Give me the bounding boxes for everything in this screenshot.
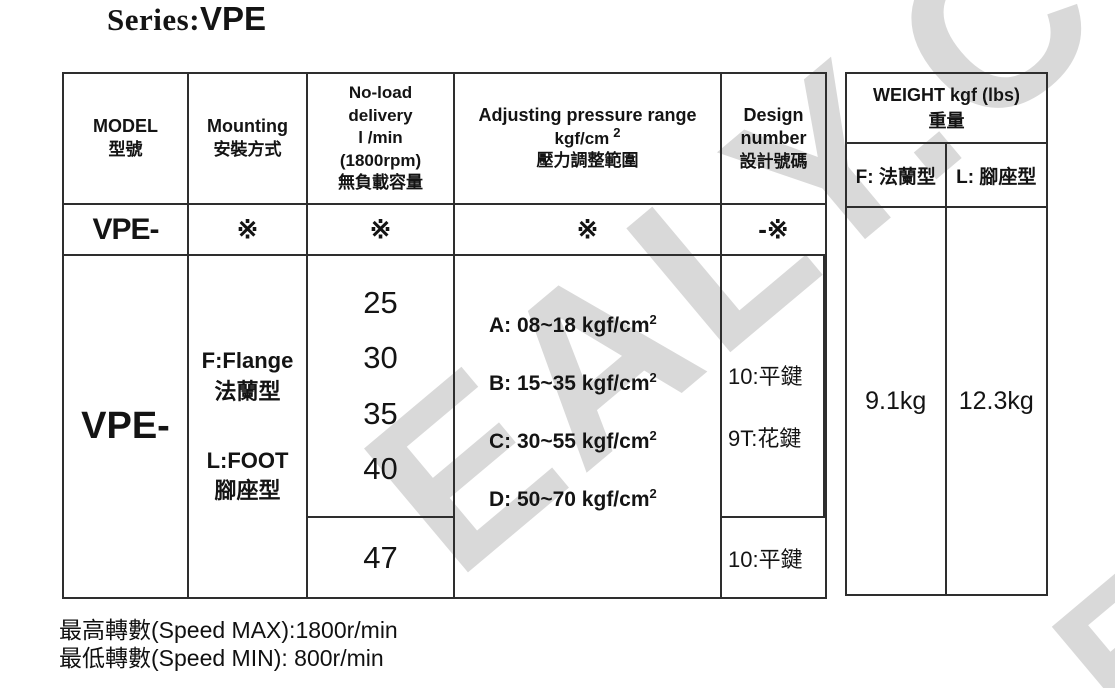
mounting-header-en: Mounting [207,116,288,137]
pressure-header-unit-base: kgf/cm [554,128,610,148]
weight-header-cell: WEIGHT kgf (lbs) 重量 [847,74,1046,144]
mounting-foot-en: L:FOOT [206,447,289,473]
pressure-range-d-sup: 2 [649,485,657,501]
delivery-value-25: 25 [363,285,398,321]
speed-min-note: 最低轉數(Speed MIN): 800r/min [59,645,384,671]
delivery-values-cell: 25 30 35 40 [308,256,455,518]
pressure-range-d-text: D: 50~70 kgf/cm [489,487,650,511]
design-header-line3: 設計號碼 [739,152,808,172]
code-delivery-cell: ※ [308,205,455,256]
pressure-ranges-cell: A: 08~18 kgf/cm2 B: 15~35 kgf/cm2 C: 30~… [455,256,722,597]
speed-max-note: 最高轉數(Speed MAX):1800r/min [59,617,398,643]
design-extra-cell: 10:平鍵 [728,546,803,572]
spec-table: MODEL 型號 Mounting 安裝方式 No-load delivery … [62,72,827,599]
mounting-foot-option: L:FOOT 腳座型 [207,446,289,508]
weight-flange-label-cell: F: 法蘭型 [847,144,947,208]
weight-foot-value-cell: 12.3kg [958,386,1034,415]
mounting-header-zh: 安裝方式 [213,140,282,160]
delivery-value-30: 30 [363,340,398,376]
series-label: Series: [107,2,201,37]
pressure-range-b-text: B: 15~35 kgf/cm [489,371,650,395]
code-mounting-cell: ※ [189,205,308,256]
code-pressure-cell: ※ [455,205,722,256]
speed-notes: 最高轉數(Speed MAX):1800r/min 最低轉數(Speed MIN… [59,616,398,672]
model-header-cell: MODEL 型號 [64,74,189,205]
design-value-spline: 9T:花鍵 [728,426,802,451]
mounting-flange-en: F:Flange [201,347,294,373]
weight-flange-value-cell: 9.1kg [847,208,947,594]
design-header-cell: Design number 設計號碼 [722,74,825,205]
pressure-range-b: B: 15~35 kgf/cm2 [489,369,657,396]
delivery-header-line4: (1800rpm) [339,150,422,170]
page-title: Series:VPE [107,0,266,38]
weight-header-en: WEIGHT kgf (lbs) [873,84,1020,105]
delivery-header-line2: delivery [348,105,413,125]
delivery-header-line5: 無負載容量 [338,173,423,193]
weight-header-zh: 重量 [928,111,965,131]
model-value-cell: VPE- [64,256,189,597]
pressure-header-zh: 壓力調整範圍 [536,151,639,171]
mounting-header-cell: Mounting 安裝方式 [189,74,308,205]
model-header-en: MODEL [93,116,158,137]
design-value-key: 10:平鍵 [728,364,803,389]
weight-table: WEIGHT kgf (lbs) 重量 F: 法蘭型 L: 腳座型 9.1kg … [845,72,1048,596]
pressure-range-d: D: 50~70 kgf/cm2 [489,485,657,512]
pressure-range-a-text: A: 08~18 kgf/cm [489,313,650,337]
delivery-header-line3: l /min [358,128,403,148]
code-model-cell: VPE- [64,205,189,256]
delivery-header-line1: No-load [348,83,413,103]
design-values-cell: 10:平鍵 9T:花鍵 [722,256,825,518]
pressure-range-b-sup: 2 [649,369,657,385]
mounting-flange-option: F:Flange 法蘭型 [202,346,294,408]
pressure-header-unit: kgf/cm 2 [554,125,621,150]
pressure-range-a-sup: 2 [649,311,657,327]
mounting-value-cell: F:Flange 法蘭型 L:FOOT 腳座型 [189,256,308,597]
pressure-range-a: A: 08~18 kgf/cm2 [489,311,657,338]
pressure-header-cell: Adjusting pressure range kgf/cm 2 壓力調整範圍 [455,74,722,205]
weight-foot-label-cell: L: 腳座型 [946,144,1046,208]
pressure-range-c-sup: 2 [649,427,657,443]
pressure-header-unit-sup: 2 [613,125,621,141]
delivery-extra-cell: 47 [308,518,455,597]
pressure-header-line1: Adjusting pressure range [478,105,697,126]
delivery-value-35: 35 [363,395,398,431]
pressure-range-c: C: 30~55 kgf/cm2 [489,427,657,454]
series-value: VPE [200,0,267,37]
pressure-range-c-text: C: 30~55 kgf/cm [489,429,650,453]
mounting-foot-zh: 腳座型 [214,478,281,504]
design-header-line1: Design [743,104,804,125]
delivery-value-40: 40 [363,450,398,486]
model-header-zh: 型號 [108,140,143,160]
design-header-line2: number [740,128,807,149]
mounting-flange-zh: 法蘭型 [214,378,281,404]
code-design-cell: -※ [722,205,825,256]
delivery-header-cell: No-load delivery l /min (1800rpm) 無負載容量 [308,74,455,205]
